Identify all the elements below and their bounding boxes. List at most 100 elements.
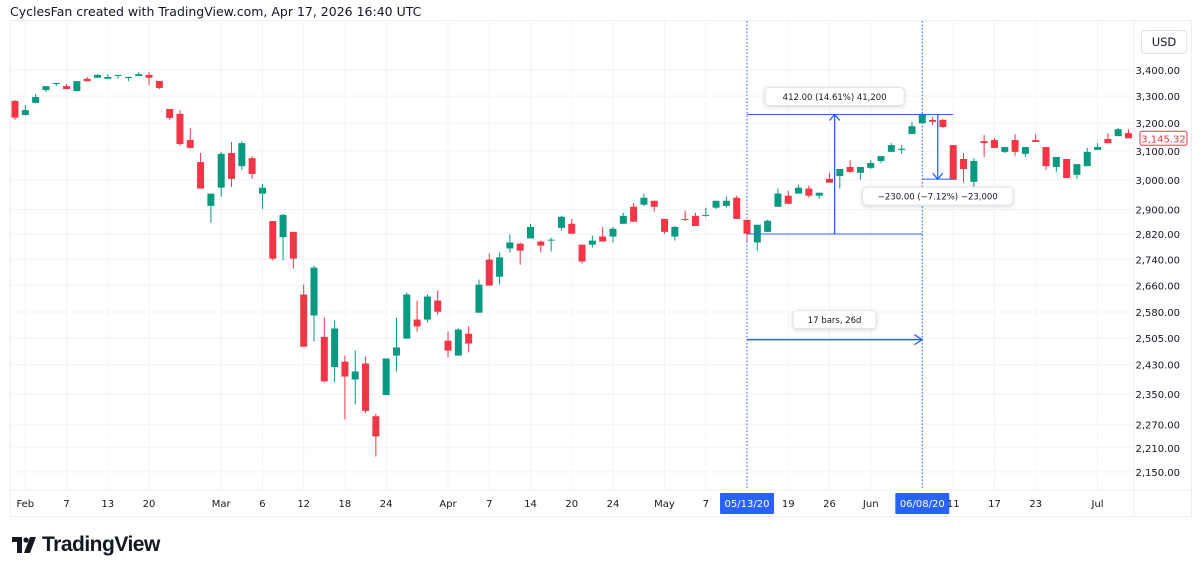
y-tick-label: 2,900.00	[1135, 205, 1180, 216]
candle	[929, 116, 937, 126]
candle	[516, 242, 524, 265]
candle	[887, 143, 895, 152]
candle	[506, 234, 514, 253]
candle-body	[155, 80, 163, 88]
x-tick-label: 11	[947, 499, 960, 510]
candle-body	[764, 220, 772, 232]
candle-body	[392, 347, 400, 356]
candle	[155, 80, 163, 90]
candle-body	[248, 158, 256, 174]
candle	[764, 219, 772, 232]
candle-body	[640, 197, 648, 205]
candle	[1063, 158, 1071, 179]
candle	[609, 226, 617, 243]
y-tick-label: 3,300.00	[1135, 92, 1180, 103]
candle-body	[527, 226, 534, 239]
candle-body	[609, 228, 617, 237]
y-tick-label: 3,400.00	[1135, 66, 1180, 77]
candle-body	[578, 244, 586, 262]
candle-body	[1104, 138, 1112, 144]
candle	[475, 279, 483, 313]
candle-body	[83, 78, 91, 82]
candle	[403, 292, 411, 339]
candle-body	[496, 257, 504, 277]
candle	[135, 72, 143, 76]
candle-body	[104, 76, 112, 79]
candle	[846, 160, 854, 173]
candle	[310, 265, 318, 342]
candle-body	[970, 160, 978, 182]
candle-body	[702, 214, 710, 216]
candle-body	[671, 226, 679, 237]
candle	[52, 82, 60, 87]
x-tick-label: 24	[607, 499, 620, 510]
candle-body	[661, 218, 669, 232]
y-tick-label: 2,270.00	[1135, 420, 1180, 431]
y-tick-label: 2,740.00	[1135, 255, 1180, 266]
candle-body	[887, 145, 895, 152]
candle	[1083, 147, 1091, 167]
candle-body	[11, 100, 19, 118]
candle-body	[877, 156, 885, 161]
currency-button[interactable]: USD	[1141, 30, 1187, 54]
logo-text: TradingView	[42, 533, 160, 556]
candle	[856, 166, 864, 180]
candle	[825, 172, 833, 183]
candle-body	[93, 74, 101, 78]
candle	[372, 413, 380, 457]
candle	[166, 109, 174, 120]
candle	[671, 225, 679, 241]
candle	[444, 331, 452, 358]
candle	[320, 317, 328, 383]
candle	[980, 135, 988, 157]
candle-body	[197, 162, 205, 189]
crosshair-date-label: 05/13/20	[725, 499, 770, 510]
candle-body	[320, 336, 328, 382]
candle-body	[908, 126, 916, 134]
x-tick-label: Jun	[862, 499, 879, 510]
candle-body	[475, 284, 483, 313]
candle	[1114, 128, 1122, 137]
candle-body	[114, 74, 122, 76]
candle-body	[279, 214, 287, 238]
candle	[650, 200, 658, 212]
candle	[341, 355, 349, 420]
candle	[691, 212, 699, 226]
candle-body	[805, 188, 813, 196]
candle-body	[547, 239, 555, 241]
candle-body	[372, 416, 380, 437]
candle	[197, 152, 205, 189]
candle-body	[52, 82, 60, 85]
candle-body	[516, 243, 524, 251]
candle	[269, 221, 277, 261]
candle-body	[228, 152, 236, 179]
candle-body	[784, 195, 792, 204]
price-range-down-label-text: −230.00 (−7.12%) −23,000	[878, 193, 998, 203]
candle-body	[1083, 151, 1091, 167]
candle-body	[774, 193, 782, 207]
candle-body	[825, 178, 833, 183]
candle	[382, 358, 390, 396]
x-tick-label: 26	[823, 499, 836, 510]
candle-body	[434, 300, 442, 312]
candle	[351, 350, 359, 405]
x-tick-label: 14	[524, 499, 537, 510]
candle	[11, 99, 19, 120]
candle-body	[145, 74, 153, 78]
candle	[537, 240, 545, 253]
candle	[392, 317, 400, 372]
arrow-down-icon	[932, 172, 944, 181]
candle	[815, 192, 823, 199]
candle-body	[423, 296, 431, 320]
candle	[568, 218, 576, 234]
candle	[114, 74, 122, 79]
candle-body	[1094, 147, 1102, 150]
candle	[939, 119, 947, 129]
chart-frame	[10, 20, 1192, 517]
price-range-up-label-text: 412.00 (14.61%) 41,200	[783, 93, 887, 103]
x-tick-label: 18	[339, 499, 352, 510]
x-tick-label: Jul	[1091, 499, 1104, 510]
candle-body	[1073, 164, 1081, 175]
chart-attribution: CyclesFan created with TradingView.com, …	[10, 4, 422, 19]
